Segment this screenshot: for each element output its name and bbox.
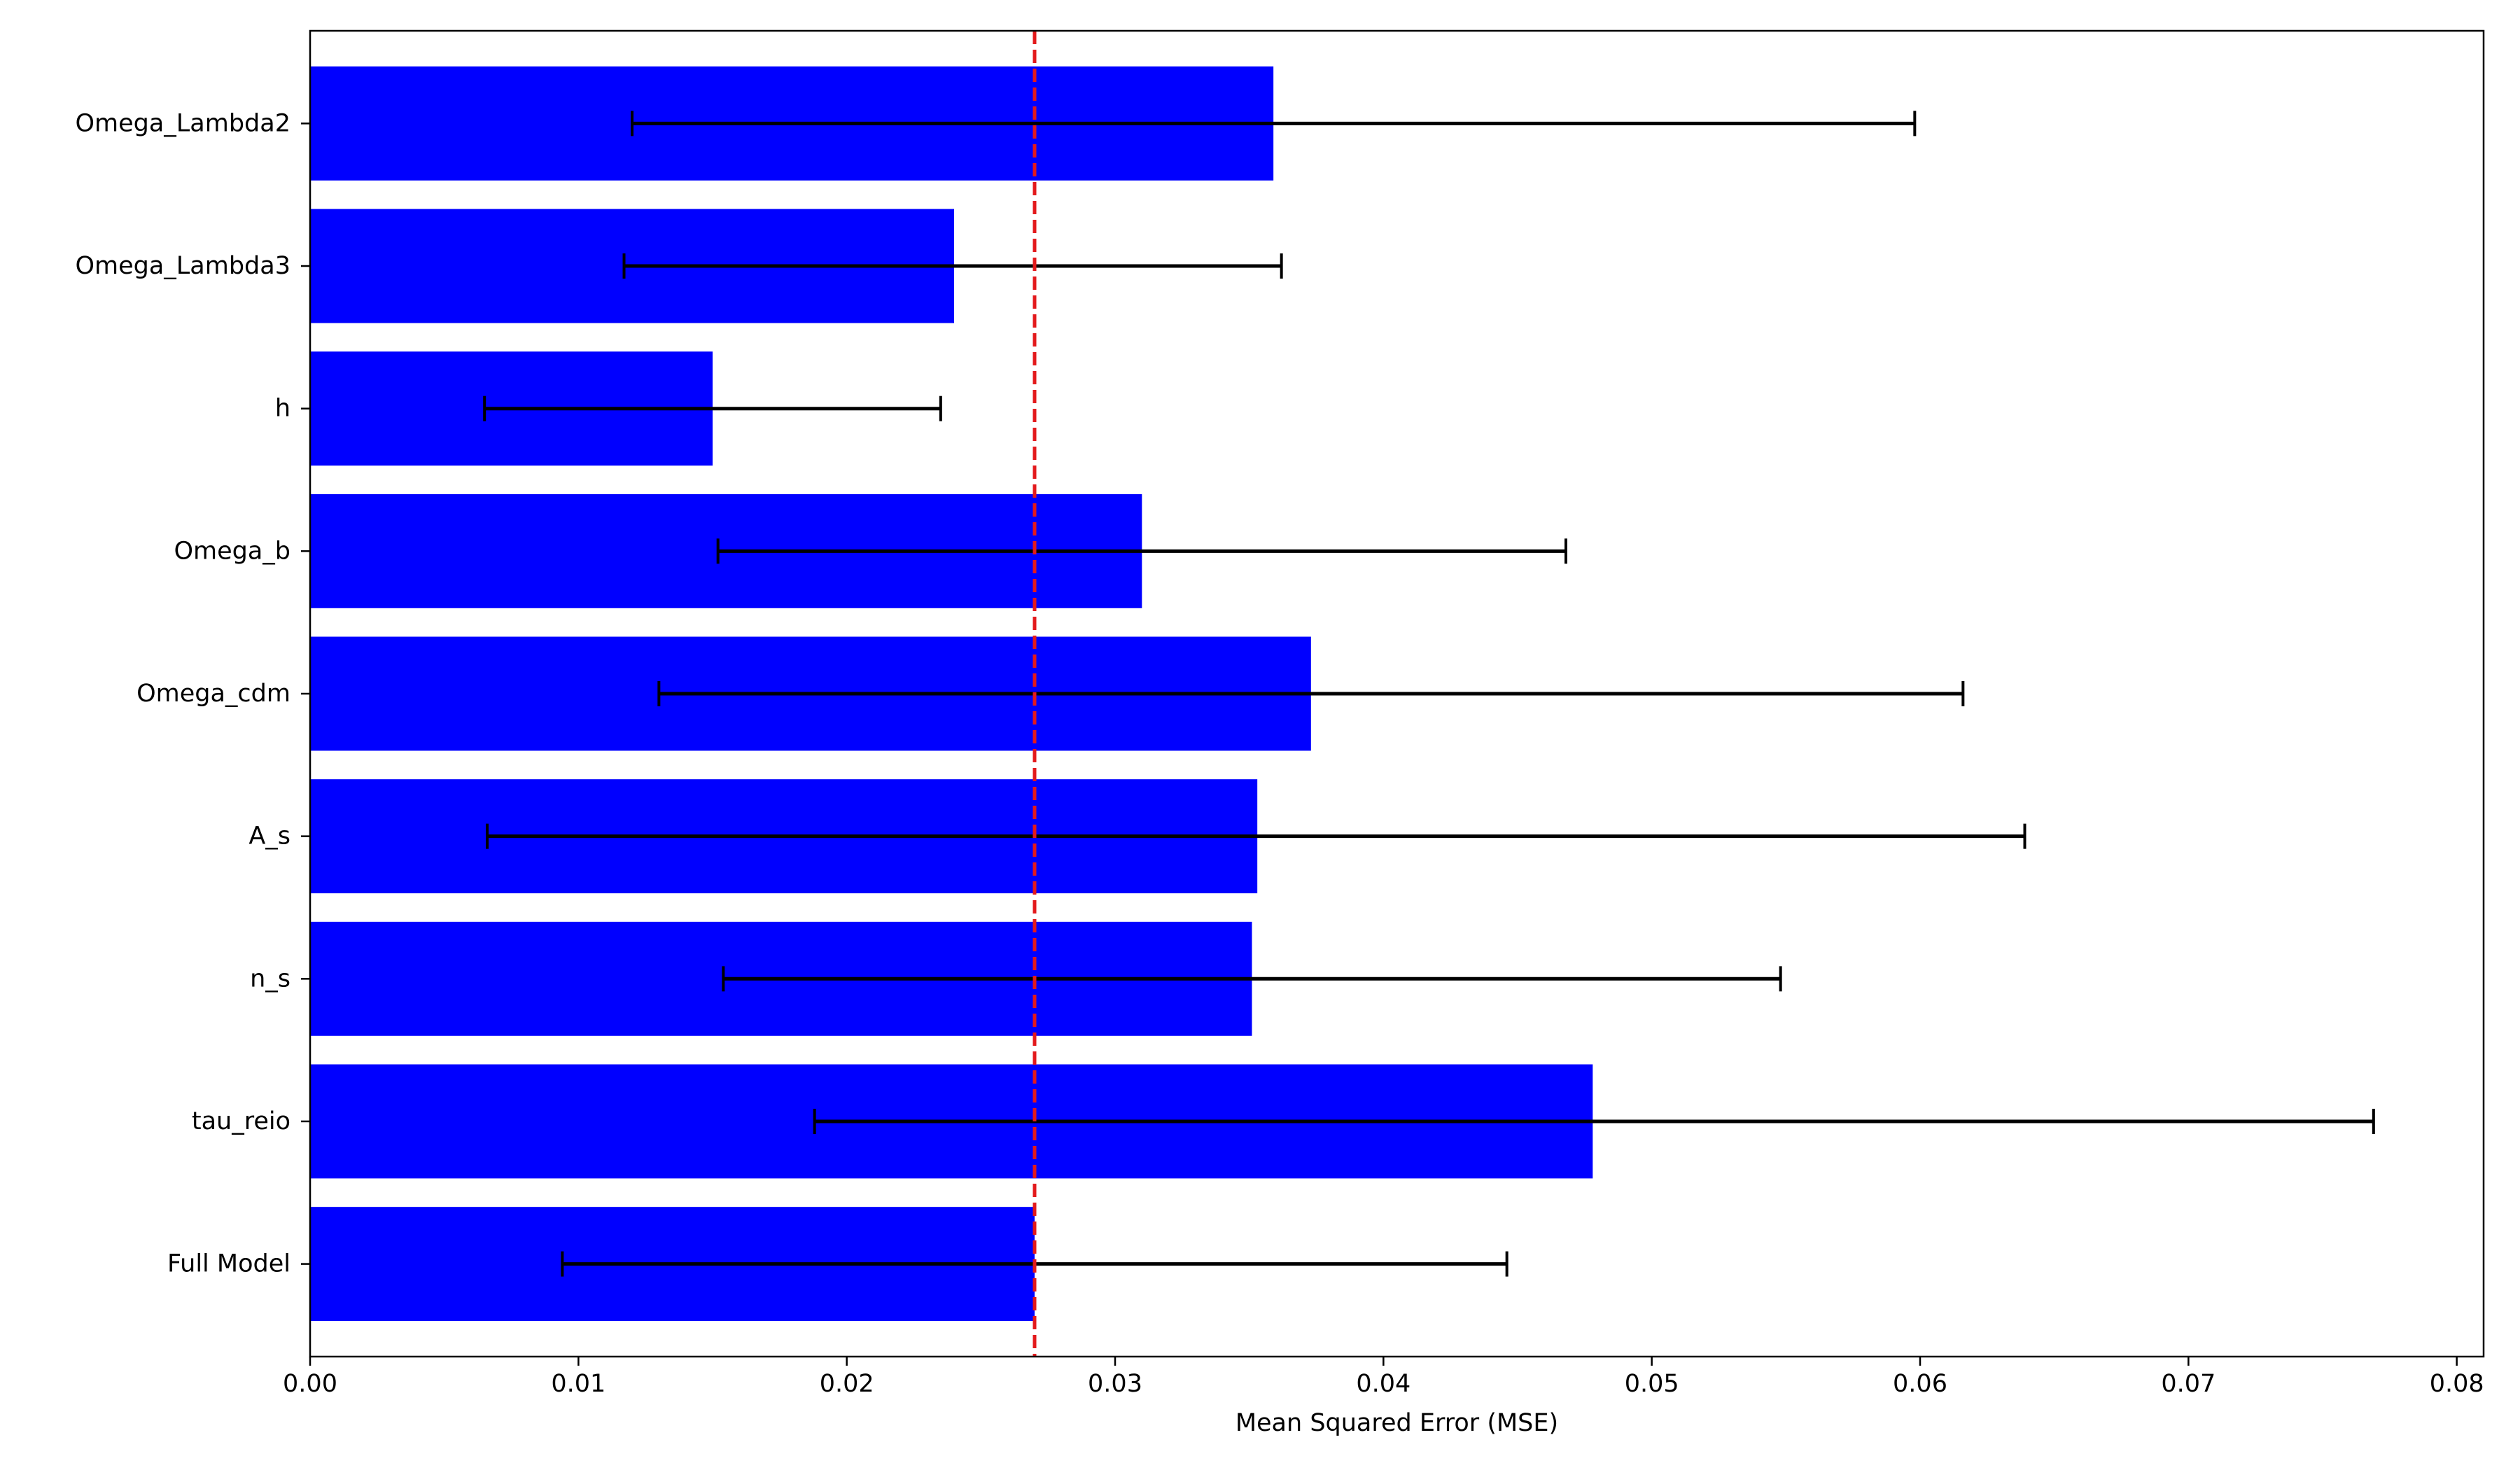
y-tick-label: Omega_cdm (136, 680, 290, 708)
error-bars-layer (483, 111, 2375, 1277)
x-tick-label: 0.03 (1088, 1370, 1142, 1398)
y-tick-label: Omega_Lambda2 (75, 109, 290, 137)
x-tick-label: 0.07 (2161, 1370, 2216, 1398)
x-tick-label: 0.08 (2430, 1370, 2484, 1398)
x-tick-label: 0.04 (1356, 1370, 1410, 1398)
y-tick-label: A_s (248, 822, 290, 850)
x-tick-label: 0.00 (283, 1370, 337, 1398)
x-tick-label: 0.05 (1625, 1370, 1679, 1398)
y-tick-label: Omega_b (174, 537, 290, 565)
y-tick-label: h (275, 395, 290, 423)
y-tick-label: tau_reio (192, 1107, 290, 1135)
x-tick-label: 0.02 (820, 1370, 874, 1398)
y-tick-label: n_s (250, 965, 290, 993)
x-axis: 0.00 0.01 0.02 0.03 0.04 0.05 0.06 0.07 0.08 (283, 1357, 2484, 1398)
x-tick-label: 0.01 (551, 1370, 606, 1398)
x-tick-label: 0.06 (1893, 1370, 1947, 1398)
y-tick-label: Full Model (167, 1250, 290, 1278)
y-tick-label: Omega_Lambda3 (75, 252, 290, 280)
x-axis-title: Mean Squared Error (MSE) (1236, 1409, 1558, 1437)
